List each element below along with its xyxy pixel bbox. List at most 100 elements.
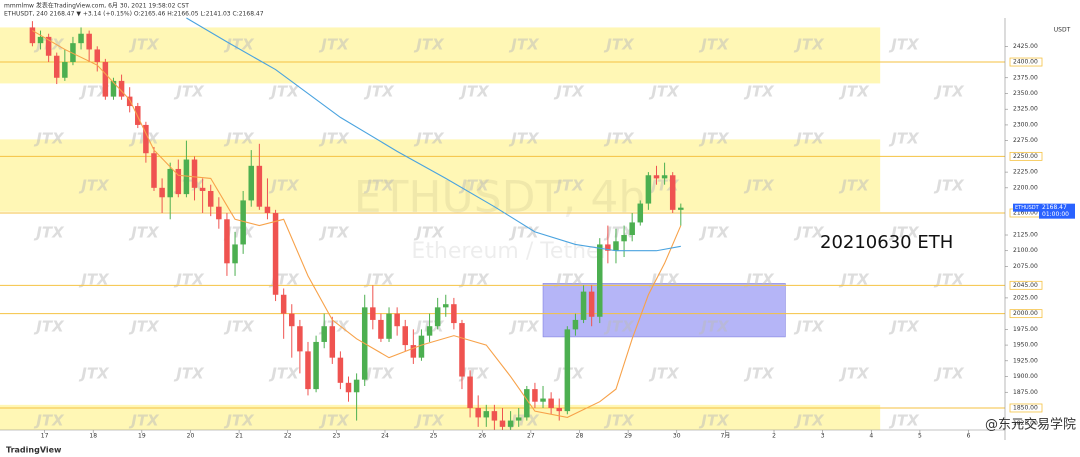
brand-watermark: JTX xyxy=(363,365,395,383)
brand-watermark: JTX xyxy=(268,365,300,383)
candle-body xyxy=(370,307,376,320)
y-tick-label: 2125.00 xyxy=(1013,232,1038,239)
y-tick-label: 1950.00 xyxy=(1013,342,1038,349)
brand-watermark: JTX xyxy=(838,83,870,101)
candle-body xyxy=(661,175,668,179)
x-tick-label: 29 xyxy=(624,433,632,440)
brand-watermark: JTX xyxy=(838,365,870,383)
price-tag-label: 2168.47 xyxy=(1042,204,1067,211)
footer-credit: @东元交易学院 xyxy=(985,417,1076,433)
brand-watermark: JTX xyxy=(508,412,540,430)
x-tick-label: 28 xyxy=(576,433,584,440)
candle-body xyxy=(353,379,360,393)
brand-watermark: JTX xyxy=(78,177,110,195)
candle-body xyxy=(167,168,173,198)
brand-watermark: JTX xyxy=(318,36,350,54)
brand-watermark: JTX xyxy=(698,318,730,336)
x-tick-label: 4 xyxy=(869,433,873,440)
brand-watermark: JTX xyxy=(458,365,490,383)
x-tick-label: 20 xyxy=(187,433,195,440)
brand-watermark: JTX xyxy=(363,177,395,195)
brand-watermark: JTX xyxy=(173,271,205,289)
candle-body xyxy=(102,62,109,97)
brand-watermark: JTX xyxy=(508,318,540,336)
candle-body xyxy=(199,187,206,191)
y-tick-label: 1875.00 xyxy=(1013,389,1038,396)
y-tick-label: 2225.00 xyxy=(1013,169,1038,176)
x-tick-label: 30 xyxy=(673,433,681,440)
candle-body xyxy=(224,219,230,264)
brand-watermark: JTX xyxy=(413,130,445,148)
brand-watermark: JTX xyxy=(888,224,920,242)
level-label: 2045.00 xyxy=(1013,282,1038,289)
candle-body xyxy=(207,190,214,207)
brand-watermark: JTX xyxy=(33,412,65,430)
brand-watermark: JTX xyxy=(33,318,65,336)
candle-body xyxy=(94,49,101,63)
brand-watermark: JTX xyxy=(603,224,635,242)
brand-watermark: JTX xyxy=(648,271,680,289)
brand-watermark: JTX xyxy=(793,318,825,336)
brand-watermark: JTX xyxy=(508,36,540,54)
brand-watermark: JTX xyxy=(128,412,160,430)
x-tick-label: 3 xyxy=(821,433,825,440)
y-tick-label: 1975.00 xyxy=(1013,326,1038,333)
candle-body xyxy=(118,80,125,97)
axes: 2425.00 2375.00 2350.00 2325.00 2300.00 2275.… xyxy=(41,43,1075,440)
symbol-tag-label: ETHUSDT xyxy=(1015,205,1040,211)
brand-watermark: JTX xyxy=(78,365,110,383)
brand-watermark: JTX xyxy=(698,130,730,148)
candle-body xyxy=(280,294,287,314)
y-tick-label: 1825.00 xyxy=(1013,420,1038,427)
candle-body xyxy=(272,212,279,295)
candle-body xyxy=(580,291,587,320)
candle-body xyxy=(426,326,433,336)
brand-watermark: JTX xyxy=(223,36,255,54)
x-tick-label: 23 xyxy=(333,433,341,440)
brand-watermark: JTX xyxy=(78,83,110,101)
brand-watermark: JTX xyxy=(648,83,680,101)
brand-watermark: JTX xyxy=(603,412,635,430)
y-tick-label: 2200.00 xyxy=(1013,184,1038,191)
candle-body xyxy=(572,319,579,330)
brand-watermark: JTX xyxy=(33,224,65,242)
y-tick-label: 1925.00 xyxy=(1013,357,1038,364)
brand-watermark: JTX xyxy=(698,36,730,54)
y-tick-label: 2275.00 xyxy=(1013,137,1038,144)
candle-body xyxy=(524,389,530,418)
brand-watermark: JTX xyxy=(128,224,160,242)
y-tick-label: 2425.00 xyxy=(1013,43,1038,50)
candle-body xyxy=(232,244,238,264)
candle-body xyxy=(62,62,68,78)
brand-watermark: JTX xyxy=(553,271,585,289)
brand-watermark: JTX xyxy=(888,130,920,148)
brand-watermark: JTX xyxy=(413,36,445,54)
brand-watermark: JTX xyxy=(933,365,965,383)
x-tick-label: 2 xyxy=(772,433,776,440)
candle-body xyxy=(297,326,303,352)
brand-watermark: JTX xyxy=(743,177,775,195)
level-tag xyxy=(1009,151,1043,161)
brand-watermark: JTX xyxy=(793,224,825,242)
candle-body xyxy=(248,165,255,201)
x-tick-label: 7月 xyxy=(720,433,730,440)
candle-body xyxy=(540,398,546,402)
candle-body xyxy=(378,319,384,339)
brand-watermark: JTX xyxy=(318,224,350,242)
brand-watermark: JTX xyxy=(458,177,490,195)
brand-watermark: JTX xyxy=(458,83,490,101)
level-tag xyxy=(1009,403,1043,413)
y-tick-label: 2025.00 xyxy=(1013,294,1038,301)
candle-body xyxy=(386,313,392,339)
moving-average xyxy=(32,30,682,418)
brand-watermark: JTX xyxy=(603,318,635,336)
candle-body xyxy=(597,244,603,317)
symbol-tag xyxy=(1013,203,1039,212)
brand-watermark: JTX xyxy=(318,412,350,430)
brand-watermark: JTX xyxy=(888,36,920,54)
candle-body xyxy=(483,411,490,418)
candle-body xyxy=(669,175,676,210)
candle-body xyxy=(329,326,336,358)
footer-logo: TradingView xyxy=(6,446,62,455)
level-tag xyxy=(1009,309,1043,319)
